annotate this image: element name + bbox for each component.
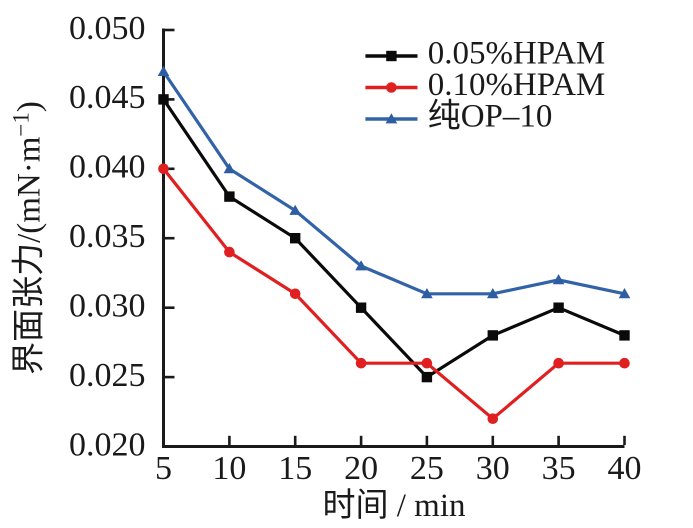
svg-text:35: 35 xyxy=(542,450,576,487)
svg-text:30: 30 xyxy=(476,450,510,487)
svg-text:0.045: 0.045 xyxy=(69,79,146,116)
svg-text:10: 10 xyxy=(212,450,246,487)
svg-text:5: 5 xyxy=(155,450,172,487)
svg-text:0.040: 0.040 xyxy=(69,149,146,186)
svg-text:15: 15 xyxy=(278,450,312,487)
svg-text:界面张力/(mN·m−1): 界面张力/(mN·m−1) xyxy=(9,101,48,375)
svg-text:0.10%HPAM: 0.10%HPAM xyxy=(428,67,606,103)
svg-text:0.05%HPAM: 0.05%HPAM xyxy=(428,36,606,72)
svg-text:0.035: 0.035 xyxy=(69,218,146,255)
svg-text:0.050: 0.050 xyxy=(69,10,146,47)
svg-text:0.025: 0.025 xyxy=(69,357,146,394)
svg-text:25: 25 xyxy=(410,450,444,487)
svg-text:0.030: 0.030 xyxy=(69,287,146,324)
svg-text:纯OP–10: 纯OP–10 xyxy=(428,98,553,135)
svg-text:0.020: 0.020 xyxy=(69,426,146,463)
svg-text:20: 20 xyxy=(344,450,378,487)
svg-text:40: 40 xyxy=(608,450,642,487)
svg-text:时间 / min: 时间 / min xyxy=(322,488,465,524)
